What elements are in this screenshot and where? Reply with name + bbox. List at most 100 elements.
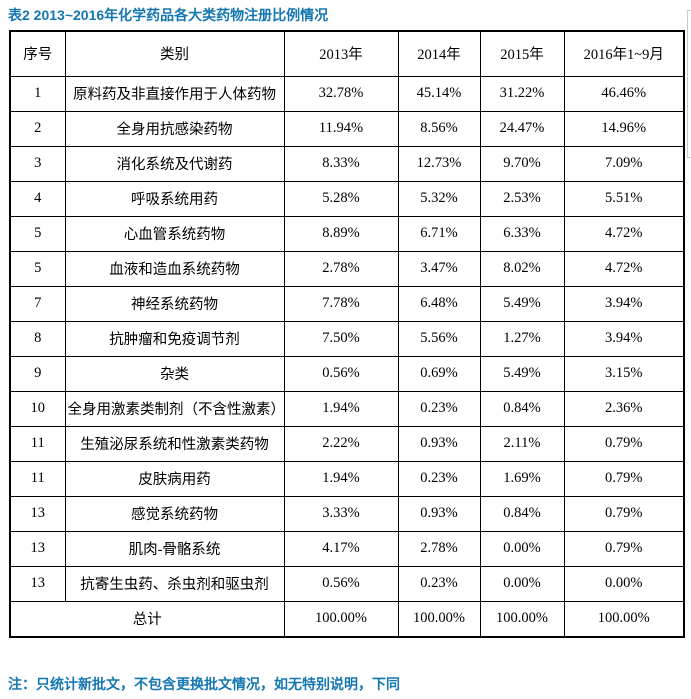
value-cell: 31.22% — [479, 75, 565, 112]
total-value-cell: 100.00% — [397, 600, 481, 638]
category-cell: 血液和造血系统药物 — [64, 250, 285, 287]
value-cell: 4.17% — [283, 530, 399, 567]
column-header-1: 类别 — [64, 30, 285, 77]
row-index-cell: 1 — [9, 75, 66, 112]
total-row: 总计 100.00% 100.00% 100.00% 100.00% — [9, 600, 685, 638]
value-cell: 5.51% — [563, 180, 685, 217]
value-cell: 0.69% — [397, 355, 481, 392]
table-row: 11 生殖泌尿系统和性激素类药物 2.22% 0.93% 2.11% 0.79% — [9, 425, 685, 462]
value-cell: 2.36% — [563, 390, 685, 427]
value-cell: 2.53% — [479, 180, 565, 217]
total-label-cell: 总计 — [9, 600, 285, 638]
column-header-2: 2013年 — [283, 30, 399, 77]
value-cell: 3.94% — [563, 320, 685, 357]
value-cell: 4.72% — [563, 215, 685, 252]
category-cell: 抗寄生虫药、杀虫剂和驱虫剂 — [64, 565, 285, 602]
value-cell: 3.47% — [397, 250, 481, 287]
value-cell: 2.78% — [397, 530, 481, 567]
table-row: 7 神经系统药物 7.78% 6.48% 5.49% 3.94% — [9, 285, 685, 322]
registration-ratio-table: 序号 类别 2013年 2014年 2015年 2016年1~9月 1 原料药及非直接作用于… — [9, 30, 685, 638]
value-cell: 6.33% — [479, 215, 565, 252]
value-cell: 7.78% — [283, 285, 399, 322]
value-cell: 0.84% — [479, 390, 565, 427]
category-cell: 感觉系统药物 — [64, 495, 285, 532]
value-cell: 2.11% — [479, 425, 565, 462]
value-cell: 0.79% — [563, 425, 685, 462]
table-row: 13 肌肉-骨骼系统 4.17% 2.78% 0.00% 0.79% — [9, 530, 685, 567]
row-index-cell: 11 — [9, 460, 66, 497]
row-index-cell: 10 — [9, 390, 66, 427]
row-index-cell: 5 — [9, 215, 66, 252]
value-cell: 8.56% — [397, 110, 481, 147]
category-cell: 皮肤病用药 — [64, 460, 285, 497]
value-cell: 3.15% — [563, 355, 685, 392]
value-cell: 0.00% — [479, 565, 565, 602]
value-cell: 0.00% — [563, 565, 685, 602]
total-value-cell: 100.00% — [479, 600, 565, 638]
value-cell: 0.84% — [479, 495, 565, 532]
category-cell: 心血管系统药物 — [64, 215, 285, 252]
table-row: 10 全身用激素类制剂（不含性激素） 1.94% 0.23% 0.84% 2.36% — [9, 390, 685, 427]
value-cell: 5.32% — [397, 180, 481, 217]
row-index-cell: 4 — [9, 180, 66, 217]
value-cell: 7.50% — [283, 320, 399, 357]
value-cell: 7.09% — [563, 145, 685, 182]
row-index-cell: 13 — [9, 530, 66, 567]
table-row: 3 消化系统及代谢药 8.33% 12.73% 9.70% 7.09% — [9, 145, 685, 182]
total-value-cell: 100.00% — [283, 600, 399, 638]
value-cell: 5.56% — [397, 320, 481, 357]
table-title: 表2 2013~2016年化学药品各大类药物注册比例情况 — [8, 7, 329, 23]
value-cell: 0.00% — [479, 530, 565, 567]
value-cell: 32.78% — [283, 75, 399, 112]
row-index-cell: 3 — [9, 145, 66, 182]
category-cell: 全身用激素类制剂（不含性激素） — [64, 390, 285, 427]
selection-handle-fragment — [687, 10, 691, 158]
value-cell: 0.93% — [397, 495, 481, 532]
value-cell: 5.49% — [479, 355, 565, 392]
category-cell: 生殖泌尿系统和性激素类药物 — [64, 425, 285, 462]
value-cell: 1.94% — [283, 460, 399, 497]
value-cell: 8.02% — [479, 250, 565, 287]
table-row: 5 血液和造血系统药物 2.78% 3.47% 8.02% 4.72% — [9, 250, 685, 287]
value-cell: 4.72% — [563, 250, 685, 287]
row-index-cell: 13 — [9, 565, 66, 602]
value-cell: 6.71% — [397, 215, 481, 252]
table-row: 1 原料药及非直接作用于人体药物 32.78% 45.14% 31.22% 46.46% — [9, 75, 685, 112]
footnote: 注：只统计新批文，不包含更换批文情况，如无特别说明，下同 — [8, 676, 400, 692]
table-row: 4 呼吸系统用药 5.28% 5.32% 2.53% 5.51% — [9, 180, 685, 217]
value-cell: 1.69% — [479, 460, 565, 497]
value-cell: 1.94% — [283, 390, 399, 427]
column-header-5: 2016年1~9月 — [563, 30, 685, 77]
table-row: 13 抗寄生虫药、杀虫剂和驱虫剂 0.56% 0.23% 0.00% 0.00% — [9, 565, 685, 602]
table-row: 11 皮肤病用药 1.94% 0.23% 1.69% 0.79% — [9, 460, 685, 497]
value-cell: 2.78% — [283, 250, 399, 287]
value-cell: 2.22% — [283, 425, 399, 462]
value-cell: 6.48% — [397, 285, 481, 322]
row-index-cell: 11 — [9, 425, 66, 462]
row-index-cell: 7 — [9, 285, 66, 322]
table-row: 5 心血管系统药物 8.89% 6.71% 6.33% 4.72% — [9, 215, 685, 252]
row-index-cell: 5 — [9, 250, 66, 287]
row-index-cell: 2 — [9, 110, 66, 147]
table-row: 2 全身用抗感染药物 11.94% 8.56% 24.47% 14.96% — [9, 110, 685, 147]
value-cell: 11.94% — [283, 110, 399, 147]
total-value-cell: 100.00% — [563, 600, 685, 638]
value-cell: 8.89% — [283, 215, 399, 252]
row-index-cell: 13 — [9, 495, 66, 532]
category-cell: 呼吸系统用药 — [64, 180, 285, 217]
value-cell: 0.56% — [283, 355, 399, 392]
value-cell: 0.23% — [397, 460, 481, 497]
value-cell: 9.70% — [479, 145, 565, 182]
category-cell: 抗肿瘤和免疫调节剂 — [64, 320, 285, 357]
value-cell: 0.23% — [397, 565, 481, 602]
value-cell: 8.33% — [283, 145, 399, 182]
value-cell: 0.93% — [397, 425, 481, 462]
value-cell: 0.23% — [397, 390, 481, 427]
value-cell: 0.79% — [563, 460, 685, 497]
value-cell: 5.28% — [283, 180, 399, 217]
column-header-4: 2015年 — [479, 30, 565, 77]
value-cell: 3.94% — [563, 285, 685, 322]
value-cell: 3.33% — [283, 495, 399, 532]
row-index-cell: 9 — [9, 355, 66, 392]
